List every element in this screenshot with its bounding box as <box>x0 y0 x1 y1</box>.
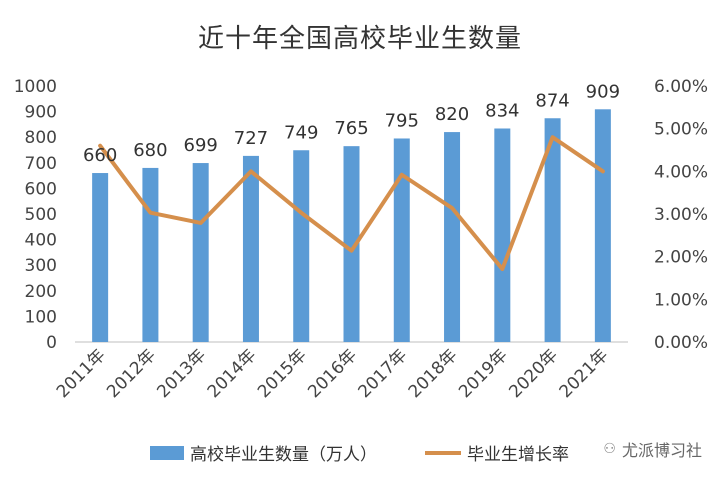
bar <box>393 138 410 342</box>
data-label: 909 <box>586 81 620 102</box>
x-tick-label: 2017年 <box>355 345 412 402</box>
y-right-tick-label: 5.00% <box>654 120 708 140</box>
x-tick-label: 2018年 <box>405 345 462 402</box>
bar <box>192 163 209 342</box>
bar <box>92 173 109 342</box>
legend-item-line: 毕业生增长率 <box>425 440 569 465</box>
data-label: 874 <box>535 90 569 111</box>
x-tick-label: 2020年 <box>505 345 562 402</box>
x-tick-label: 2013年 <box>153 345 210 402</box>
y-left-tick-label: 200 <box>25 282 57 302</box>
data-label: 749 <box>284 122 318 143</box>
x-tick-label: 2016年 <box>304 345 361 402</box>
legend-label-line: 毕业生增长率 <box>467 445 569 465</box>
data-label: 834 <box>485 100 519 121</box>
bar <box>142 167 159 342</box>
data-label: 765 <box>334 118 368 139</box>
y-left-tick-label: 800 <box>25 128 57 148</box>
legend-swatch-bars <box>150 445 184 460</box>
data-label: 820 <box>435 104 469 125</box>
data-label: 680 <box>133 140 167 161</box>
chart-title: 近十年全国高校毕业生数量 <box>197 24 522 54</box>
bar <box>293 150 310 342</box>
x-tick-label: 2011年 <box>53 345 110 402</box>
y-left-tick-label: 400 <box>25 231 57 251</box>
bar <box>594 109 611 343</box>
y-left-tick-label: 100 <box>25 307 57 327</box>
legend-label-bars: 高校毕业生数量（万人） <box>190 445 377 465</box>
x-tick-label: 2019年 <box>455 345 512 402</box>
data-label: 727 <box>234 128 268 149</box>
y-left-tick-label: 0 <box>46 333 57 353</box>
data-label: 660 <box>83 145 117 166</box>
y-right-tick-label: 6.00% <box>654 77 708 97</box>
legend-item-bars: 高校毕业生数量（万人） <box>150 440 377 465</box>
bar <box>444 132 461 342</box>
legend-swatch-line <box>425 450 461 455</box>
y-left-tick-label: 1000 <box>14 77 57 97</box>
legend: 高校毕业生数量（万人） 毕业生增长率 <box>150 440 617 465</box>
y-right-tick-label: 0.00% <box>654 333 708 353</box>
y-right-tick-label: 2.00% <box>654 248 708 268</box>
y-right-tick-label: 3.00% <box>654 205 708 225</box>
data-label: 795 <box>385 110 419 131</box>
y-left-tick-label: 700 <box>25 154 57 174</box>
data-label: 699 <box>184 135 218 156</box>
bar <box>242 155 259 342</box>
x-tick-label: 2014年 <box>204 345 261 402</box>
bar <box>494 128 511 342</box>
y-left-tick-label: 300 <box>25 256 57 276</box>
bar <box>544 118 561 342</box>
x-tick-label: 2021年 <box>556 345 613 402</box>
y-left-tick-label: 500 <box>25 205 57 225</box>
y-right-tick-label: 1.00% <box>654 290 708 310</box>
bar <box>343 146 360 342</box>
watermark-text: 尤派博习社 <box>621 441 702 460</box>
watermark: ⚇ 尤派博习社 <box>603 437 702 461</box>
x-tick-label: 2012年 <box>103 345 160 402</box>
y-left-tick-label: 900 <box>25 103 57 123</box>
wechat-icon: ⚇ <box>603 441 616 457</box>
y-right-tick-label: 4.00% <box>654 162 708 182</box>
y-left-tick-label: 600 <box>25 179 57 199</box>
x-tick-label: 2015年 <box>254 345 311 402</box>
